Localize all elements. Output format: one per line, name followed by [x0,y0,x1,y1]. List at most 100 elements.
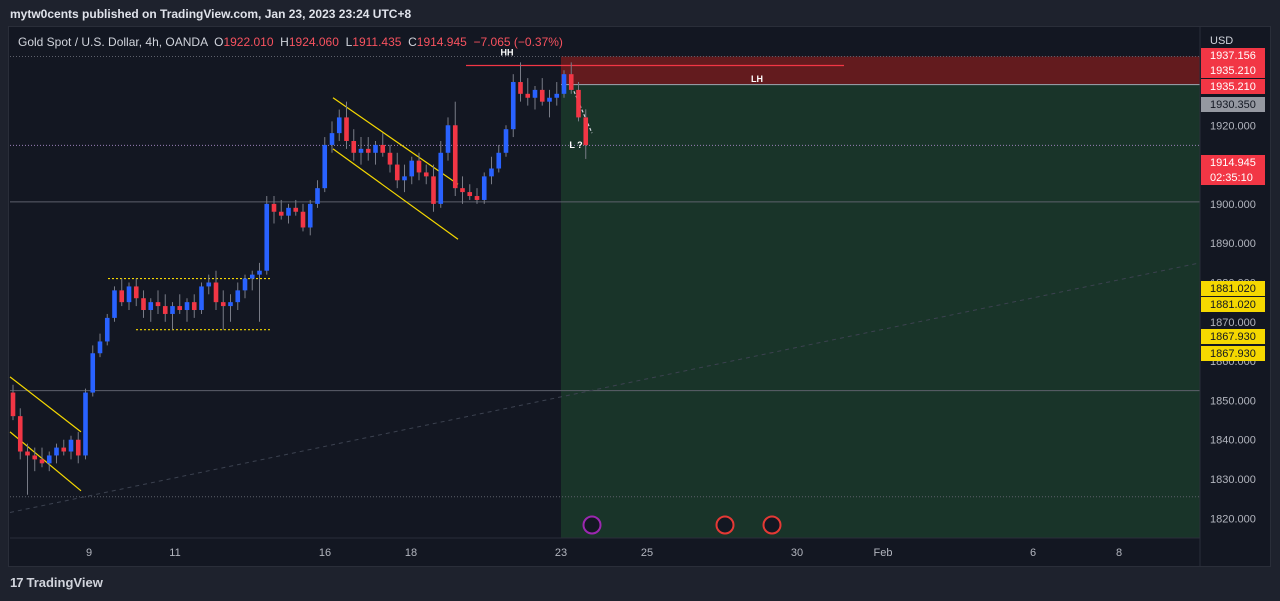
candle-body[interactable] [344,117,349,141]
footer-brand[interactable]: 17 TradingView [10,575,103,590]
candle-body[interactable] [525,93,531,98]
legend-open: 1922.010 [223,35,274,49]
candle-body[interactable] [568,74,574,90]
candle-body[interactable] [75,439,81,456]
candle-body[interactable] [112,290,117,318]
candle-body[interactable] [249,274,255,279]
candle-body[interactable] [10,392,16,417]
candle-body[interactable] [431,176,436,204]
candle-body[interactable] [46,455,52,464]
candle-body[interactable] [503,129,509,153]
candle-body[interactable] [97,341,103,354]
lightning-event-icon[interactable] [582,515,602,535]
candle-body[interactable] [90,353,96,393]
candle-body[interactable] [402,176,407,181]
price-label-text: 1881.020 [1210,299,1256,311]
candle-body[interactable] [278,211,284,216]
candle-body[interactable] [329,133,335,145]
x-tick-label: Feb [874,547,893,559]
legend-symbol[interactable]: Gold Spot / U.S. Dollar, 4h, OANDA [18,35,208,49]
candle-body[interactable] [518,82,523,94]
y-tick-label: 1850.000 [1210,395,1256,407]
candle-body[interactable] [155,302,161,307]
annotation-label: HH [501,48,514,58]
candle-body[interactable] [220,302,226,307]
candle-body[interactable] [119,290,125,303]
candle-body[interactable] [242,278,248,291]
y-tick-label: 1870.000 [1210,317,1256,329]
candle-body[interactable] [206,282,212,287]
candle-body[interactable] [307,203,313,228]
candle-body[interactable] [141,298,146,311]
candle-body[interactable] [148,302,154,311]
candle-body[interactable] [539,89,545,102]
candle-body[interactable] [228,302,233,307]
candle-body[interactable] [380,144,386,153]
candle-body[interactable] [39,459,45,464]
candle-body[interactable] [365,148,371,153]
x-tick-label: 8 [1116,547,1122,559]
candle-body[interactable] [61,447,67,452]
candle-body[interactable] [162,306,168,314]
candle-body[interactable] [213,282,219,303]
candle-body[interactable] [336,117,342,134]
candle-body[interactable] [54,447,59,456]
candle-body[interactable] [286,207,291,216]
candle-body[interactable] [126,286,132,303]
candle-body[interactable] [199,286,204,311]
candle-body[interactable] [409,160,415,177]
x-tick-label: 25 [641,547,653,559]
candle-body[interactable] [532,89,538,98]
candle-body[interactable] [583,117,589,146]
candle-body[interactable] [191,302,197,311]
candle-body[interactable] [300,211,306,228]
candle-body[interactable] [184,302,190,311]
candle-body[interactable] [387,152,393,165]
candle-body[interactable] [17,416,23,452]
price-label-box [1201,155,1265,170]
candle-body[interactable] [133,286,139,299]
candle-body[interactable] [554,93,560,98]
candle-body[interactable] [416,160,422,173]
candle-body[interactable] [271,203,277,212]
candle-body[interactable] [170,306,175,314]
candle-body[interactable] [68,439,74,452]
candle-body[interactable] [394,164,400,181]
candle-body[interactable] [496,152,502,169]
candle-body[interactable] [452,125,458,189]
candle-body[interactable] [322,144,328,189]
candle-body[interactable] [257,270,262,275]
candle-body[interactable] [561,74,567,94]
candle-body[interactable] [510,82,516,130]
projection-line [569,81,593,134]
candle-body[interactable] [293,207,299,212]
candle-body[interactable] [423,172,429,177]
candle-body[interactable] [25,451,30,456]
candle-body[interactable] [489,168,494,177]
candle-body[interactable] [264,203,270,271]
candle-body[interactable] [177,306,183,311]
candle-body[interactable] [445,125,451,153]
flag-lower-line [332,148,459,240]
candle-body[interactable] [315,188,320,204]
us-flag-event-icon[interactable] [762,515,782,535]
legend-change: −7.065 (−0.37%) [473,35,563,49]
candle-body[interactable] [460,188,465,193]
us-flag-event-icon[interactable] [715,515,735,535]
candle-body[interactable] [83,392,88,456]
candle-body[interactable] [481,176,487,200]
candle-body[interactable] [474,196,480,200]
candle-body[interactable] [438,152,444,204]
candle-body[interactable] [104,317,110,342]
candle-body[interactable] [373,144,378,153]
candle-body[interactable] [351,140,357,153]
candle-body[interactable] [235,290,241,303]
candle-body[interactable] [576,89,581,118]
candle-body[interactable] [358,148,364,153]
candle-body[interactable] [32,455,38,460]
candle-body[interactable] [547,97,552,102]
price-label-box [1201,63,1265,78]
legend-low: 1911.435 [352,35,402,49]
candle-body[interactable] [467,192,473,197]
